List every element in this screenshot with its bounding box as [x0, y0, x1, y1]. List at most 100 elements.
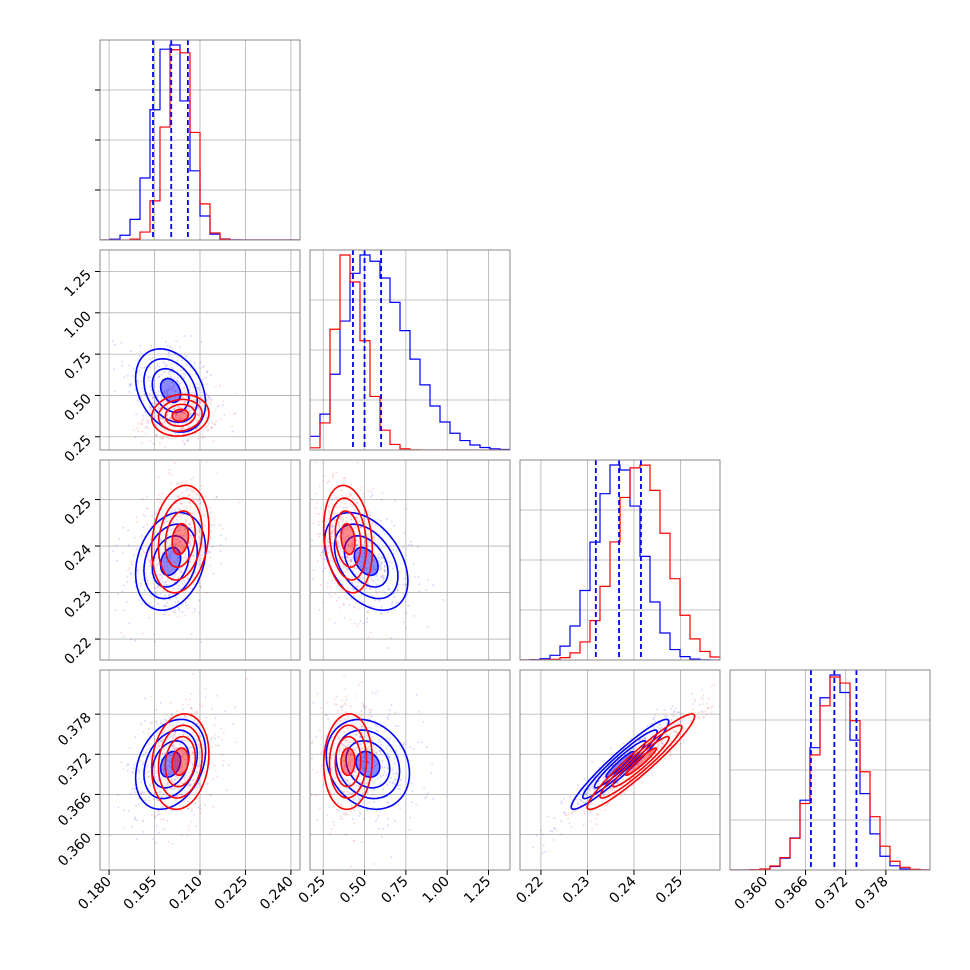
sample-point: [140, 723, 143, 726]
contour-red-2: [157, 724, 203, 799]
sample-point: [177, 418, 180, 421]
sample-point: [310, 793, 313, 796]
sample-point: [215, 694, 218, 697]
sample-point: [166, 413, 169, 416]
sample-point: [132, 771, 135, 774]
sample-point: [623, 792, 626, 795]
sample-point: [199, 585, 202, 588]
sample-point: [318, 512, 321, 515]
sample-point: [650, 722, 653, 725]
sample-point: [315, 507, 318, 510]
sample-point: [168, 472, 171, 475]
sample-point: [318, 808, 321, 811]
sample-point: [177, 482, 180, 485]
sample-point: [159, 790, 162, 793]
sample-point: [346, 568, 349, 571]
sample-point: [342, 519, 345, 522]
sample-point: [357, 581, 360, 584]
sample-point: [189, 409, 192, 412]
sample-point: [332, 792, 335, 795]
sample-point: [514, 863, 516, 865]
sample-point: [221, 739, 224, 742]
sample-point: [191, 752, 194, 755]
sample-point: [338, 738, 341, 741]
sample-point: [626, 789, 629, 792]
sample-point: [142, 731, 145, 734]
sample-point: [183, 731, 186, 734]
sample-point: [149, 784, 152, 787]
sample-point: [344, 745, 347, 748]
sample-point: [365, 506, 368, 509]
sample-point: [153, 765, 156, 768]
sample-point: [301, 727, 303, 729]
sample-point: [170, 528, 173, 531]
sample-point: [344, 777, 347, 780]
sample-point: [182, 546, 185, 549]
sample-point: [179, 502, 182, 505]
sample-point: [189, 527, 192, 530]
sample-point: [154, 591, 157, 594]
sample-point: [128, 567, 131, 570]
sample-point: [331, 529, 334, 532]
sample-point: [363, 756, 366, 759]
sample-point: [327, 537, 330, 540]
sample-point: [318, 520, 321, 523]
sample-point: [342, 812, 345, 815]
sample-point: [197, 498, 200, 501]
sample-point: [354, 573, 357, 576]
sample-point: [355, 567, 358, 570]
sample-point: [407, 604, 410, 607]
sample-point: [386, 585, 389, 588]
sample-point: [199, 501, 202, 504]
sample-point: [234, 706, 237, 709]
sample-point: [172, 560, 175, 563]
sample-point: [169, 543, 172, 546]
sample-point: [311, 741, 314, 744]
sample-point: [357, 814, 360, 817]
sample-point: [706, 706, 709, 709]
sample-point: [169, 511, 172, 514]
sample-point: [380, 563, 383, 566]
sample-point: [378, 599, 381, 602]
sample-point: [214, 385, 217, 388]
sample-point: [375, 752, 378, 755]
sample-point: [601, 760, 604, 763]
sample-point: [132, 784, 135, 787]
sample-point: [348, 741, 351, 744]
sample-point: [344, 687, 347, 690]
sample-point: [181, 426, 184, 429]
sample-point: [632, 792, 635, 795]
sample-point: [144, 551, 147, 554]
sample-point: [361, 545, 364, 548]
sample-point: [609, 787, 612, 790]
sample-point: [315, 794, 318, 797]
sample-point: [167, 550, 170, 553]
sample-point: [147, 558, 150, 561]
sample-point: [409, 816, 412, 819]
sample-point: [569, 811, 572, 814]
sample-point: [189, 558, 192, 561]
sample-point: [158, 813, 161, 816]
sample-point: [366, 536, 369, 539]
sample-point: [357, 797, 360, 800]
sample-point: [376, 817, 379, 820]
panel-2-1: [311, 452, 445, 650]
panel-3-2: [514, 683, 715, 865]
sample-point: [397, 784, 400, 787]
sample-point: [128, 385, 131, 388]
sample-point: [148, 747, 151, 750]
hist-panel-2: [520, 460, 720, 660]
sample-point: [162, 408, 165, 411]
sample-point: [188, 784, 191, 787]
sample-point: [351, 570, 354, 573]
sample-point: [175, 561, 178, 564]
sample-point: [164, 425, 167, 428]
sample-point: [172, 781, 175, 784]
sample-point: [170, 551, 173, 554]
sample-point: [333, 452, 335, 454]
sample-point: [339, 723, 342, 726]
sample-point: [141, 387, 144, 390]
sample-point: [578, 805, 581, 808]
sample-point: [340, 515, 343, 518]
sample-point: [152, 383, 155, 386]
